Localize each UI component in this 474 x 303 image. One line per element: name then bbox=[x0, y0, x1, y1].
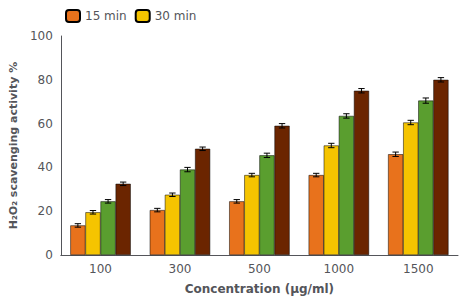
svg-text:15 min: 15 min bbox=[85, 9, 127, 23]
svg-text:1500: 1500 bbox=[403, 262, 434, 276]
svg-text:500: 500 bbox=[248, 262, 271, 276]
svg-text:300: 300 bbox=[169, 262, 192, 276]
svg-text:60: 60 bbox=[38, 117, 53, 131]
svg-text:20: 20 bbox=[38, 204, 53, 218]
svg-text:100: 100 bbox=[89, 262, 112, 276]
svg-text:40: 40 bbox=[38, 160, 53, 174]
svg-text:80: 80 bbox=[38, 73, 53, 87]
svg-text:0: 0 bbox=[45, 248, 53, 262]
svg-text:H₂O₂ scavenging activity %: H₂O₂ scavenging activity % bbox=[7, 62, 20, 229]
svg-text:1000: 1000 bbox=[324, 262, 355, 276]
svg-text:Concentration (µg/ml): Concentration (µg/ml) bbox=[185, 282, 334, 296]
svg-text:100: 100 bbox=[30, 29, 53, 43]
svg-text:30 min: 30 min bbox=[155, 9, 197, 23]
